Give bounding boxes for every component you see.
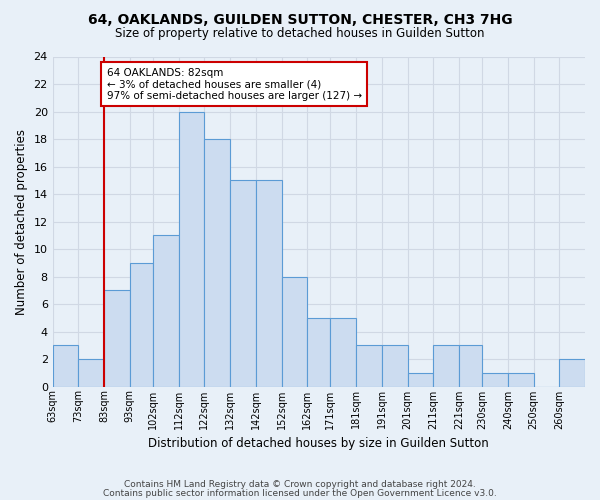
- Bar: [356, 346, 382, 387]
- Bar: [153, 236, 179, 386]
- Bar: [104, 290, 130, 386]
- Bar: [407, 373, 433, 386]
- Bar: [256, 180, 281, 386]
- Y-axis label: Number of detached properties: Number of detached properties: [15, 128, 28, 314]
- Bar: [459, 346, 482, 387]
- Bar: [53, 346, 79, 387]
- Bar: [331, 318, 356, 386]
- Bar: [482, 373, 508, 386]
- Text: 64, OAKLANDS, GUILDEN SUTTON, CHESTER, CH3 7HG: 64, OAKLANDS, GUILDEN SUTTON, CHESTER, C…: [88, 12, 512, 26]
- Text: Contains public sector information licensed under the Open Government Licence v3: Contains public sector information licen…: [103, 488, 497, 498]
- Text: 64 OAKLANDS: 82sqm
← 3% of detached houses are smaller (4)
97% of semi-detached : 64 OAKLANDS: 82sqm ← 3% of detached hous…: [107, 68, 362, 100]
- Bar: [508, 373, 533, 386]
- Bar: [205, 139, 230, 386]
- Bar: [130, 263, 153, 386]
- Bar: [433, 346, 459, 387]
- Bar: [230, 180, 256, 386]
- Bar: [382, 346, 407, 387]
- Bar: [281, 276, 307, 386]
- Bar: [559, 359, 585, 386]
- Bar: [307, 318, 331, 386]
- X-axis label: Distribution of detached houses by size in Guilden Sutton: Distribution of detached houses by size …: [148, 437, 489, 450]
- Text: Contains HM Land Registry data © Crown copyright and database right 2024.: Contains HM Land Registry data © Crown c…: [124, 480, 476, 489]
- Bar: [179, 112, 205, 386]
- Bar: [79, 359, 104, 386]
- Text: Size of property relative to detached houses in Guilden Sutton: Size of property relative to detached ho…: [115, 28, 485, 40]
